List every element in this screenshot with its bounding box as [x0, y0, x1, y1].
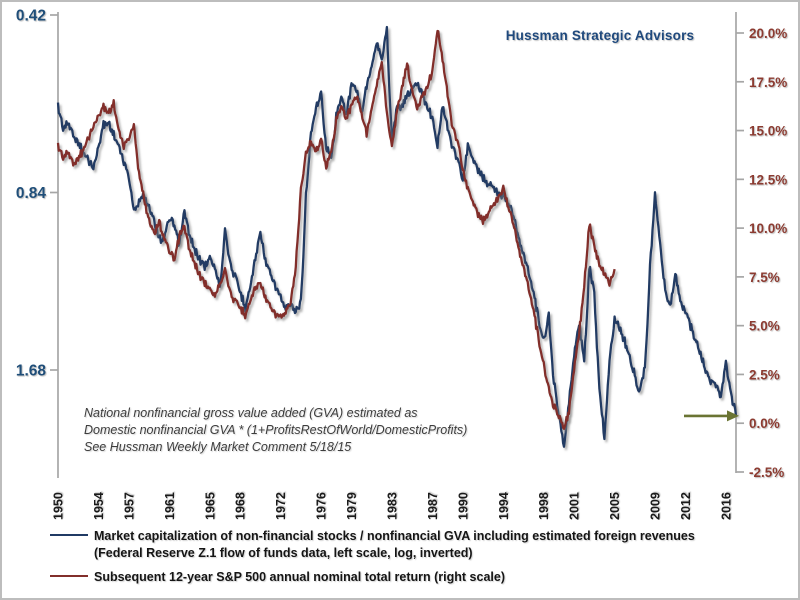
x-axis-year-label: 2005	[608, 492, 622, 520]
x-axis-year-label: 1976	[315, 492, 329, 520]
right-axis-tick-label: 12.5%	[749, 172, 787, 187]
x-axis-year-label: 1965	[203, 492, 217, 520]
legend-item-marketcap-gva: Market capitalization of non-financial s…	[50, 528, 792, 561]
right-axis-tick-label: 20.0%	[749, 26, 787, 41]
x-axis-year-label: 1983	[385, 492, 399, 520]
x-axis-year-label: 1979	[345, 492, 359, 520]
annotation-line-1: National nonfinancial gross value added …	[84, 406, 418, 420]
series-line-marketcap-gva	[56, 25, 738, 448]
x-axis-year-label: 2009	[649, 492, 663, 520]
x-axis-year-label: 2016	[719, 492, 733, 520]
right-axis-tick-label: 10.0%	[749, 221, 787, 236]
series-line-sp500-12yr-return	[56, 29, 616, 430]
brand-title: Hussman Strategic Advisors	[505, 28, 695, 43]
left-axis-tick-label: 0.42	[16, 8, 46, 25]
annotation-line-3: See Hussman Weekly Market Comment 5/18/1…	[84, 440, 352, 454]
legend-swatch-blue-line	[50, 534, 88, 536]
x-axis-year-label: 2001	[568, 492, 582, 520]
legend-label-series2: Subsequent 12-year S&P 500 annual nomina…	[94, 570, 505, 584]
legend-item-sp500-return: Subsequent 12-year S&P 500 annual nomina…	[50, 569, 792, 586]
x-axis-year-label: 2012	[679, 492, 693, 520]
x-axis-year-label: 1957	[122, 492, 136, 520]
arrow-annotation-head	[727, 410, 739, 422]
right-axis-tick-label: 15.0%	[749, 124, 787, 139]
x-axis-year-label: 1972	[274, 492, 288, 520]
legend: Market capitalization of non-financial s…	[50, 528, 792, 586]
right-axis-tick-label: -2.5%	[749, 465, 784, 480]
right-axis-tick-label: 17.5%	[749, 75, 787, 90]
left-axis-tick-label: 0.84	[16, 185, 47, 202]
x-axis-year-label: 1987	[426, 492, 440, 520]
legend-label-line2: (Federal Reserve Z.1 flow of funds data,…	[94, 545, 473, 560]
x-axis-year-label: 1998	[537, 492, 551, 520]
left-axis-tick-label: 1.68	[16, 363, 47, 380]
right-axis-tick-label: 2.5%	[749, 367, 780, 382]
legend-swatch-red-line	[50, 575, 88, 577]
annotation-block: National nonfinancial gross value added …	[84, 405, 467, 456]
x-axis-year-label: 1950	[52, 492, 66, 520]
x-axis-year-label: 1968	[234, 492, 248, 520]
legend-label-line1: Market capitalization of non-financial s…	[94, 529, 695, 543]
x-axis-year-label: 1961	[163, 492, 177, 520]
x-axis-year-label: 1994	[497, 492, 511, 520]
x-axis-year-label: 1954	[92, 492, 106, 520]
right-axis-tick-label: 5.0%	[749, 319, 780, 334]
x-axis-year-label: 1990	[456, 492, 470, 520]
right-axis-tick-label: 7.5%	[749, 270, 780, 285]
right-axis-tick-label: 0.0%	[749, 416, 780, 431]
annotation-line-2: Domestic nonfinancial GVA * (1+ProfitsRe…	[84, 423, 468, 437]
